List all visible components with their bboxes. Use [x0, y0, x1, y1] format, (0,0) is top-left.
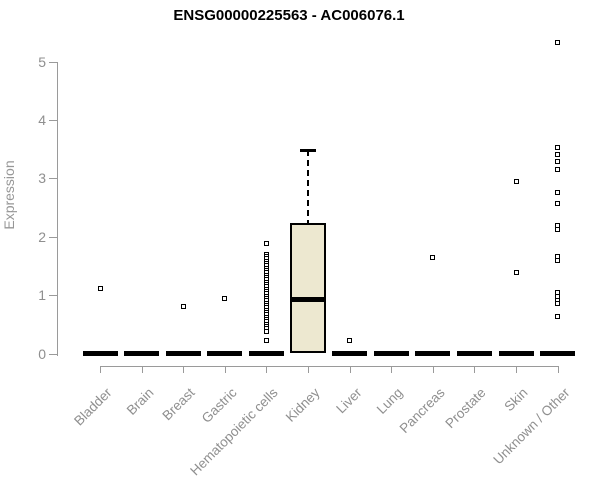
collapsed-boxplot-bar: [82, 351, 118, 356]
upper-whisker-cap: [300, 148, 316, 152]
box-iqr: [290, 223, 326, 354]
outlier-point: [555, 201, 561, 207]
y-axis-tick: [49, 119, 57, 121]
collapsed-boxplot-bar: [207, 351, 243, 356]
x-axis-tick: [391, 366, 393, 373]
outlier-point: [263, 337, 269, 343]
chart-title: ENSG00000225563 - AC006076.1: [173, 7, 405, 24]
y-tick-label: 4: [38, 111, 46, 128]
x-axis-tick: [141, 366, 143, 373]
outlier-point: [555, 152, 561, 158]
collapsed-boxplot-bar: [540, 351, 576, 356]
y-tick-label: 1: [38, 287, 46, 304]
x-axis-tick: [100, 366, 101, 373]
collapsed-boxplot-bar: [498, 351, 534, 356]
collapsed-boxplot-bar: [415, 351, 451, 356]
outlier-point: [555, 226, 561, 232]
outlier-point: [513, 178, 519, 184]
collapsed-boxplot-bar: [456, 351, 492, 356]
outlier-point: [555, 301, 561, 307]
outlier-point: [555, 39, 561, 45]
collapsed-boxplot-bar: [124, 351, 160, 356]
x-axis-tick: [557, 366, 559, 373]
outlier-point: [513, 269, 519, 275]
outlier-point: [430, 254, 436, 260]
upper-whisker-line: [307, 150, 309, 224]
x-axis-tick: [308, 366, 309, 373]
x-axis-tick: [474, 366, 476, 373]
collapsed-boxplot-bar: [248, 351, 284, 356]
x-axis-tick: [349, 366, 351, 373]
outlier-point: [555, 167, 561, 173]
outlier-point: [555, 145, 561, 151]
x-axis-line: [99, 366, 559, 367]
collapsed-boxplot-bar: [165, 351, 201, 356]
outlier-point: [347, 337, 353, 343]
y-axis-tick: [49, 295, 57, 297]
outlier-point: [263, 328, 269, 334]
y-axis-tick: [49, 61, 57, 63]
outlier-point: [555, 190, 561, 196]
collapsed-boxplot-bar: [373, 351, 409, 356]
y-tick-label: 2: [38, 228, 46, 245]
y-tick-label: 0: [38, 345, 46, 362]
y-tick-label: 3: [38, 170, 46, 187]
x-axis-tick: [516, 366, 517, 373]
outlier-point: [180, 304, 186, 310]
y-axis-tick: [49, 236, 57, 238]
outlier-point: [97, 285, 103, 291]
x-axis-tick: [183, 366, 185, 373]
y-axis-tick: [49, 178, 57, 180]
x-axis-tick: [224, 366, 226, 373]
outlier-point: [555, 257, 561, 263]
outlier-point: [263, 241, 269, 247]
collapsed-boxplot-bar: [332, 351, 368, 356]
median-line: [290, 296, 326, 302]
y-tick-label: 5: [38, 53, 46, 70]
outlier-point: [222, 295, 228, 301]
x-axis-tick: [432, 366, 434, 373]
y-axis-line: [57, 61, 58, 356]
x-axis-tick: [266, 366, 268, 373]
outlier-point: [555, 314, 561, 320]
outlier-point: [555, 159, 561, 165]
y-axis-tick: [49, 353, 57, 355]
